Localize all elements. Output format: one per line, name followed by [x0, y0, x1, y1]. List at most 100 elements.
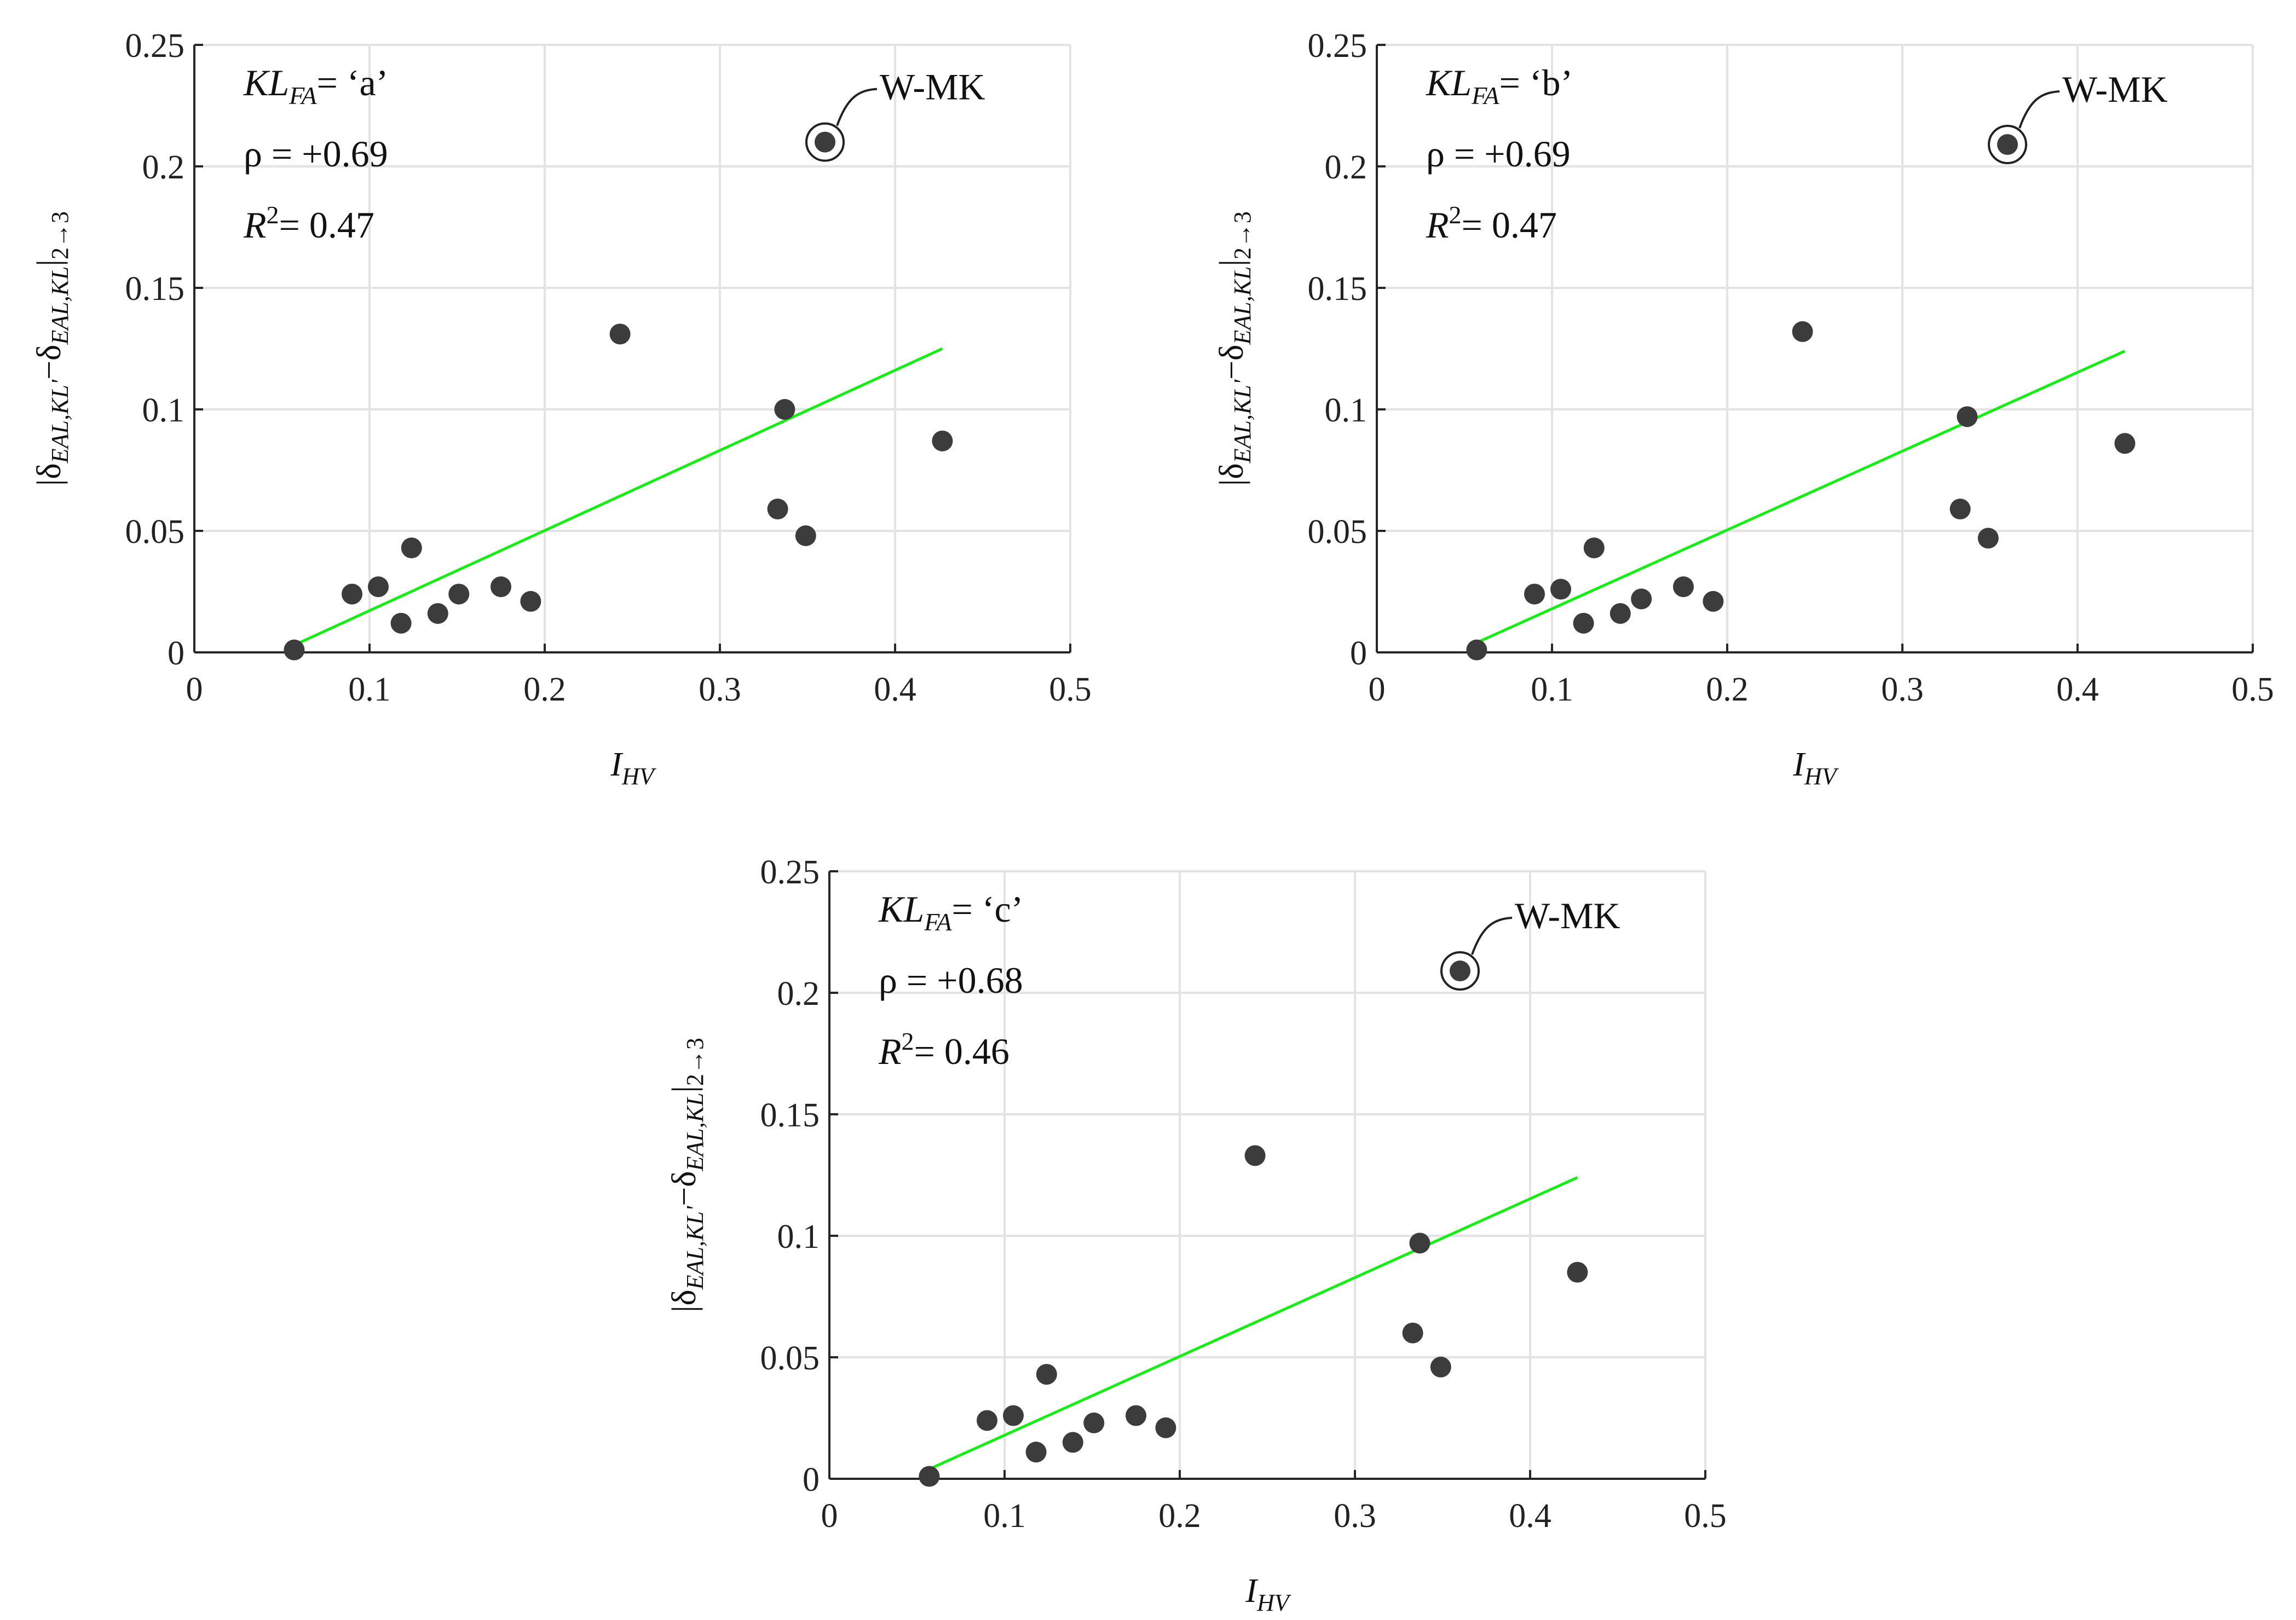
data-point	[774, 399, 795, 420]
y-label-part: −δ	[31, 345, 68, 380]
annotation-rho: ρ = +0.68	[879, 959, 1023, 1001]
data-point	[977, 1410, 997, 1431]
data-point	[932, 430, 953, 452]
x-axis-label: IHV	[1792, 746, 1839, 790]
y-tick-label: 0.15	[125, 270, 185, 308]
y-label-subscript: 2→3	[1229, 211, 1256, 259]
x-tick-label: 0	[186, 671, 203, 708]
data-point	[1631, 588, 1652, 610]
annotation-rho: ρ = +0.69	[1426, 133, 1571, 175]
y-label-subscript: 2→3	[682, 1038, 708, 1086]
data-point	[284, 639, 305, 661]
y-label-part: −δ	[1213, 345, 1250, 380]
x-tick-label: 0.2	[1158, 1497, 1201, 1535]
y-label-part: −δ	[666, 1171, 703, 1206]
y-label-part: |δ	[31, 463, 68, 486]
data-point	[401, 537, 422, 559]
data-point	[2114, 433, 2136, 454]
data-point	[1083, 1412, 1105, 1433]
data-point	[1573, 612, 1594, 634]
y-tick-label: 0.15	[760, 1097, 820, 1134]
annotation-r2-value: = 0.47	[1462, 204, 1557, 246]
annotation-kl-subscript: FA	[289, 82, 317, 109]
data-point	[491, 576, 511, 598]
x-axis-label-main: I	[1792, 746, 1806, 783]
annotation-r2-main: R	[878, 1031, 902, 1072]
annotation-r2-value: = 0.47	[279, 204, 374, 246]
x-tick-label: 0.5	[1049, 671, 1092, 708]
highlight-ring	[1988, 125, 2027, 165]
x-tick-label: 0.4	[1509, 1497, 1551, 1535]
y-label-subscript: EAL,KL'	[1229, 379, 1256, 464]
y-label-subscript: EAL,KL'	[682, 1205, 708, 1290]
y-tick-label: 0.25	[1308, 27, 1368, 65]
y-label-part: |δ	[666, 1289, 703, 1312]
regression-line	[1476, 350, 2126, 644]
y-label-subscript: EAL,KL	[47, 267, 73, 345]
annotation-r2-superscript: 2	[902, 1027, 914, 1055]
y-label-part: |δ	[1213, 463, 1250, 486]
data-point	[1430, 1356, 1451, 1378]
y-label-subscript: EAL,KL	[682, 1093, 708, 1172]
annotation-kl-subscript: FA	[924, 908, 952, 936]
annotation-kl-main: KL	[878, 888, 924, 930]
annotation-kl-value: = ‘c’	[951, 888, 1023, 930]
y-tick-label: 0.1	[142, 392, 185, 429]
highlight-leader-line	[836, 88, 878, 126]
x-tick-label: 0.1	[348, 671, 391, 708]
x-tick-label: 0.1	[1531, 671, 1573, 708]
highlight-ring	[1440, 951, 1480, 991]
y-tick-label: 0.2	[142, 149, 185, 186]
x-axis-label-main: I	[1245, 1572, 1259, 1610]
scatter-panel-c: 0 0.1 0.2 0.3 0.4 0.5 0 0.05 0.1 0.15 0.2 0.25 IHV |δ…	[635, 826, 1730, 1620]
x-axis-label-subscript: HV	[621, 763, 657, 790]
data-point	[1155, 1417, 1176, 1438]
data-point	[1402, 1322, 1423, 1344]
annotation-r2: R2= 0.46	[878, 1027, 1009, 1072]
annotation-r2-value: = 0.46	[914, 1031, 1009, 1072]
data-point	[609, 323, 631, 345]
annotation-r2-superscript: 2	[1449, 201, 1462, 229]
data-point	[1062, 1432, 1083, 1453]
data-point	[795, 525, 816, 546]
highlight-label: W-MK	[2062, 68, 2168, 110]
annotation-kl-value: = ‘a’	[316, 62, 388, 103]
annotation-kl: KLFA= ‘c’	[878, 888, 1023, 936]
annotation-r2-main: R	[243, 204, 267, 246]
x-tick-label: 0.2	[523, 671, 566, 708]
data-point	[1036, 1364, 1057, 1385]
y-tick-label: 0	[803, 1461, 820, 1498]
data-point	[815, 131, 835, 153]
data-point	[1703, 591, 1724, 612]
data-point	[1977, 528, 1999, 549]
annotation-r2: R2= 0.47	[1426, 201, 1557, 246]
data-point	[1409, 1233, 1430, 1254]
x-tick-label: 0.3	[1334, 1497, 1376, 1535]
annotation-kl-main: KL	[1426, 62, 1472, 103]
x-axis-label: IHV	[610, 746, 656, 790]
data-point	[919, 1466, 940, 1487]
y-tick-label: 0.25	[125, 27, 185, 65]
x-tick-label: 0.4	[874, 671, 916, 708]
x-axis-label-main: I	[610, 746, 624, 783]
x-tick-label: 0.2	[1706, 671, 1749, 708]
data-point	[1567, 1262, 1588, 1283]
x-tick-label: 0.1	[983, 1497, 1026, 1535]
regression-line	[293, 347, 943, 646]
data-point	[1673, 576, 1694, 598]
x-axis-label-subscript: HV	[1804, 763, 1839, 790]
data-point	[1126, 1405, 1146, 1426]
chart-svg-b: 0 0.1 0.2 0.3 0.4 0.5 0 0.05 0.1 0.15 0.2 0.25 IHV |δ…	[1213, 27, 2274, 790]
x-tick-label: 0.5	[2231, 671, 2274, 708]
y-tick-label: 0.1	[777, 1218, 820, 1256]
data-point	[520, 591, 541, 612]
y-tick-label: 0.2	[1325, 149, 1368, 186]
x-tick-label: 0.3	[699, 671, 741, 708]
data-point	[1949, 499, 1971, 520]
data-point	[1997, 134, 2018, 155]
y-label-part: |	[31, 259, 68, 266]
y-axis-label: |δEAL,KL'−δEAL,KL|2→3	[666, 1038, 708, 1312]
annotation-kl: KLFA= ‘b’	[1426, 62, 1573, 109]
annotation-rho: ρ = +0.69	[244, 133, 388, 175]
x-axis-label-subscript: HV	[1256, 1589, 1292, 1616]
